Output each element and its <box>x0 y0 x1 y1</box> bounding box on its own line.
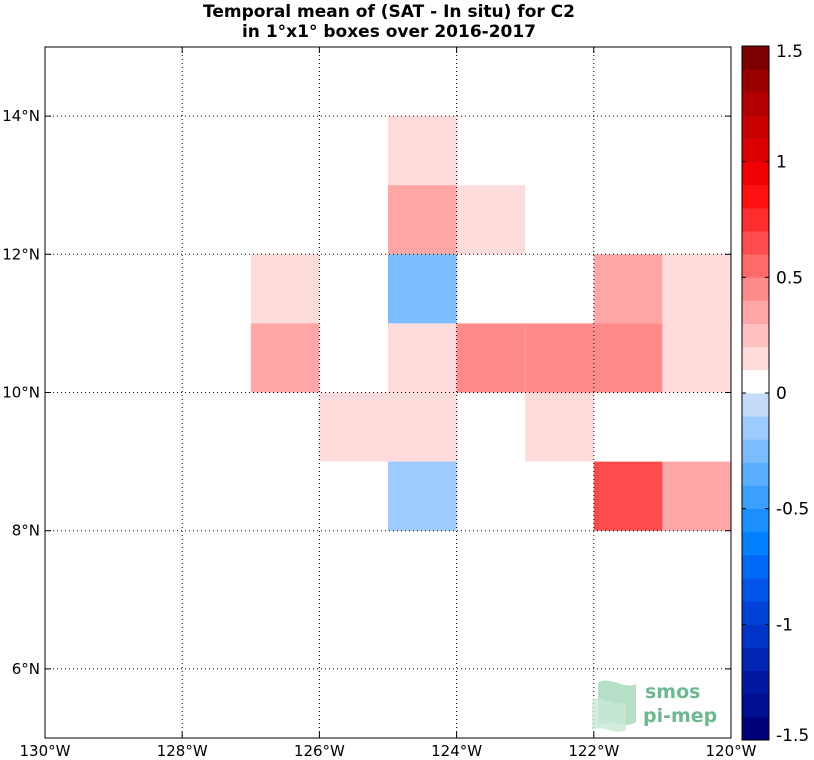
heatmap-cell-15 <box>525 392 594 462</box>
colorbar-segment-3 <box>742 647 769 671</box>
x-tick-label-5: 120°W <box>706 742 757 760</box>
colorbar-segment-20 <box>742 254 769 278</box>
heatmap-cell-1 <box>388 185 457 255</box>
colorbar-segment-6 <box>742 578 769 602</box>
colorbar-segment-19 <box>742 277 769 301</box>
heatmap-cell-3 <box>250 254 320 324</box>
colorbar-tick-label-2: 0.5 <box>776 268 803 288</box>
x-tick-label-1: 128°W <box>157 742 208 760</box>
heatmap-cell-13 <box>319 392 388 462</box>
heatmap-cell-11 <box>593 323 663 393</box>
colorbar-segment-21 <box>742 231 769 255</box>
heatmap-cell-9 <box>456 323 526 393</box>
x-tick-label-4: 122°W <box>568 742 619 760</box>
y-tick-label-2: 10°N <box>2 384 40 402</box>
y-tick-label-4: 14°N <box>2 107 40 125</box>
heatmap-cells <box>250 116 731 531</box>
logo-text-smos: smos <box>645 681 700 703</box>
colorbar-segment-14 <box>742 393 769 417</box>
colorbar-segment-17 <box>742 323 769 348</box>
logo-text-pi-mep: pi-mep <box>643 705 717 727</box>
x-tick-label-2: 126°W <box>294 742 345 760</box>
colorbar-segment-9 <box>742 508 769 533</box>
heatmap-cell-18 <box>662 461 731 531</box>
heatmap-cell-6 <box>662 254 731 324</box>
colorbar-segment-18 <box>742 300 769 324</box>
heatmap-cell-0 <box>388 116 457 186</box>
heatmap-cell-2 <box>456 185 526 255</box>
y-tick-label-3: 12°N <box>2 245 40 263</box>
colorbar-segment-13 <box>742 416 769 440</box>
colorbar-segment-8 <box>742 531 769 556</box>
logo-wave-icon-2 <box>592 698 626 732</box>
y-tick-label-1: 8°N <box>12 522 40 540</box>
colorbar-segment-15 <box>742 369 769 394</box>
x-tick-label-0: 130°W <box>20 742 71 760</box>
colorbar-segment-26 <box>742 115 769 139</box>
colorbar-segment-7 <box>742 554 769 579</box>
colorbar-tick-label-5: -1 <box>776 615 793 635</box>
y-tick-label-0: 6°N <box>12 660 40 678</box>
colorbar-tick-label-1: 1 <box>776 153 787 173</box>
colorbar-tick-label-6: -1.5 <box>776 726 809 746</box>
heatmap-cell-4 <box>388 254 457 324</box>
chart-title: Temporal mean of (SAT - In situ) for C2 … <box>44 2 734 42</box>
heatmap-cell-7 <box>250 323 320 393</box>
heatmap-cell-16 <box>388 461 457 531</box>
colorbar-segment-0 <box>742 716 769 741</box>
heatmap-cell-14 <box>388 392 457 462</box>
colorbar-segment-25 <box>742 138 769 163</box>
colorbar-segment-24 <box>742 161 769 186</box>
heatmap-cell-8 <box>388 323 457 393</box>
smos-pi-mep-logo: smos pi-mep <box>592 680 717 732</box>
colorbar-segment-12 <box>742 439 769 463</box>
heatmap-cell-17 <box>593 461 663 531</box>
x-tick-label-3: 124°W <box>431 742 482 760</box>
heatmap-cell-12 <box>662 323 731 393</box>
colorbar-segment-5 <box>742 601 769 625</box>
colorbar-segment-27 <box>742 92 769 116</box>
colorbar-segment-10 <box>742 485 769 510</box>
colorbar-segment-29 <box>742 46 769 70</box>
heatmap-cell-5 <box>593 254 663 324</box>
colorbar-tick-label-3: 0 <box>776 384 787 404</box>
colorbar-segment-1 <box>742 693 769 718</box>
axis-ticks: 130°W 128°W 126°W 124°W 122°W 120°W 6°N 8°N 10°N… <box>2 47 757 760</box>
chart-title-line1: Temporal mean of (SAT - In situ) for C2 <box>203 2 575 22</box>
colorbar-segment-22 <box>742 207 769 232</box>
colorbar-segment-11 <box>742 462 769 486</box>
colorbar-tick-label-4: -0.5 <box>776 500 809 520</box>
colorbar-segment-23 <box>742 184 769 209</box>
colorbar-segment-16 <box>742 346 769 371</box>
chart-title-line2: in 1°x1° boxes over 2016-2017 <box>241 22 537 42</box>
colorbar-segment-28 <box>742 69 769 93</box>
colorbar: 1.5 1 0.5 0 -0.5 -1 -1.5 <box>741 42 809 746</box>
colorbar-segment-4 <box>742 624 769 648</box>
heatmap-cell-10 <box>525 323 594 393</box>
colorbar-segment-2 <box>742 670 769 695</box>
colorbar-tick-label-0: 1.5 <box>776 42 803 62</box>
